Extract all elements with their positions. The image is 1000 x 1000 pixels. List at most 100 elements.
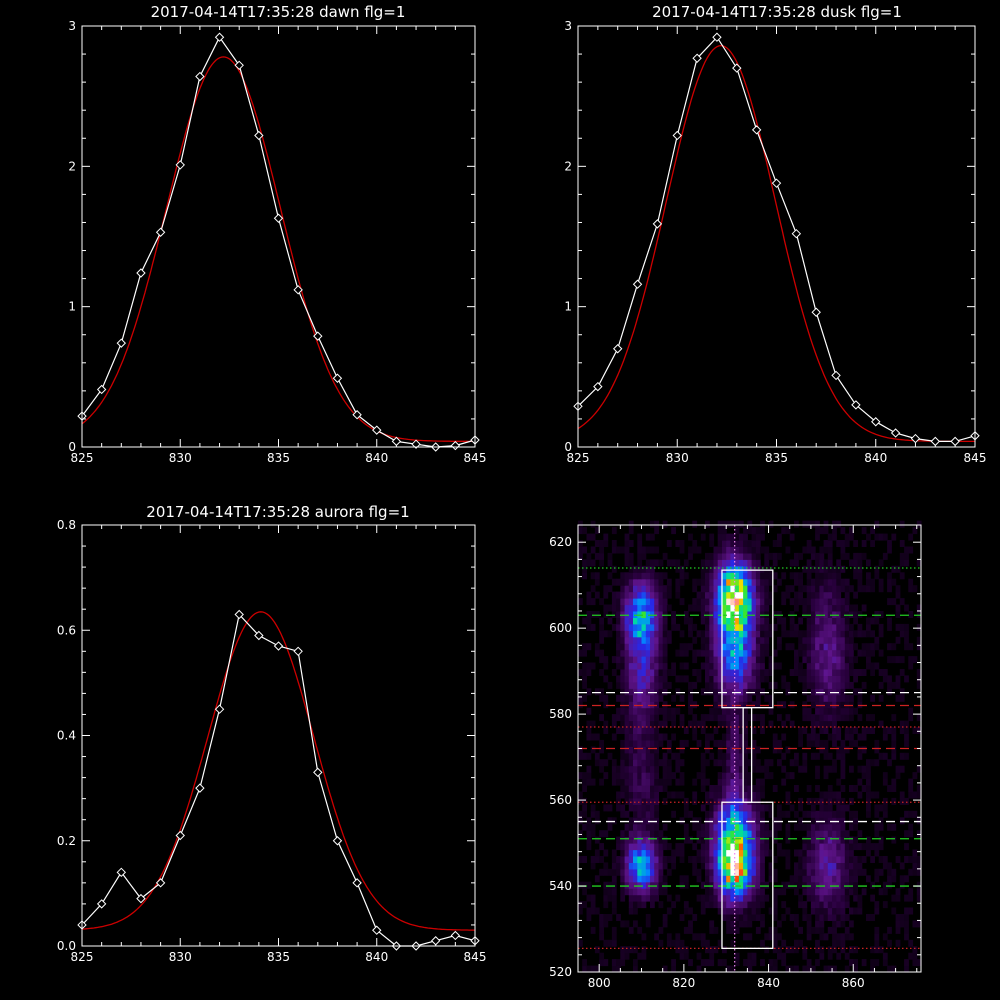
heatmap-cell: [827, 952, 833, 960]
heatmap-cell: [594, 849, 600, 857]
heatmap-cell: [679, 875, 685, 883]
heatmap-cell: [624, 649, 630, 657]
heatmap-cell: [747, 901, 753, 909]
heatmap-cell: [700, 643, 706, 651]
heatmap-cell: [832, 527, 837, 535]
heatmap-cell: [823, 797, 829, 805]
heatmap-cell: [789, 533, 795, 541]
heatmap-cell: [709, 791, 715, 799]
heatmap-cell: [645, 656, 651, 664]
heatmap-cell: [891, 797, 897, 805]
heatmap-cell: [836, 862, 842, 870]
heatmap-cell: [878, 611, 884, 618]
heatmap-cell: [768, 926, 774, 934]
heatmap-cell: [743, 881, 748, 889]
data-point: [116, 867, 127, 878]
heatmap-cell: [844, 656, 850, 664]
heatmap-cell: [755, 843, 761, 851]
heatmap-cell: [705, 643, 710, 651]
heatmap-cell: [650, 739, 655, 747]
heatmap-cell: [840, 746, 846, 754]
heatmap-cell: [637, 533, 643, 541]
heatmap-cell: [853, 630, 858, 638]
heatmap-cell: [916, 520, 922, 528]
heatmap-cell: [671, 720, 676, 728]
heatmap-cell: [620, 836, 626, 844]
heatmap-cell: [633, 797, 638, 805]
heatmap-cell: [726, 901, 731, 909]
heatmap-cell: [717, 636, 723, 644]
heatmap-cell: [620, 611, 626, 618]
heatmap-cell: [836, 791, 842, 799]
heatmap-cell: [633, 681, 638, 689]
heatmap-cell: [849, 836, 854, 844]
heatmap-cell: [747, 881, 753, 889]
heatmap-cell: [717, 527, 723, 535]
heatmap-cell: [578, 649, 583, 657]
heatmap-cell: [751, 856, 757, 863]
heatmap-cell: [611, 926, 617, 934]
heatmap-cell: [696, 578, 702, 586]
heatmap-cell: [819, 727, 825, 734]
heatmap-cell: [654, 888, 659, 896]
heatmap-cell: [866, 875, 871, 883]
heatmap-cell: [654, 849, 659, 857]
heatmap-cell: [895, 894, 901, 902]
heatmap-cell: [738, 714, 744, 722]
heatmap-cell: [904, 875, 909, 883]
data-point: [273, 213, 284, 223]
heatmap-cell: [688, 623, 693, 631]
heatmap-cell: [705, 636, 710, 644]
heatmap-cell: [806, 894, 812, 902]
heatmap-cell: [730, 778, 736, 786]
heatmap-cell: [679, 856, 685, 863]
heatmap-cell: [777, 540, 782, 547]
heatmap-cell: [599, 914, 604, 921]
heatmap-cell: [751, 914, 757, 921]
heatmap-cell: [899, 669, 905, 676]
heatmap-cell: [738, 591, 744, 599]
heatmap-cell: [772, 914, 778, 921]
heatmap-cell: [849, 707, 854, 715]
heatmap-cell: [916, 559, 922, 567]
heatmap-cell: [832, 630, 837, 638]
heatmap-cell: [671, 772, 676, 780]
heatmap-cell: [747, 636, 753, 644]
heatmap-cell: [772, 856, 778, 863]
heatmap-cell: [836, 952, 842, 960]
heatmap-cell: [607, 681, 613, 689]
heatmap-cell: [853, 559, 858, 567]
heatmap-cell: [764, 552, 770, 560]
heatmap-cell: [832, 881, 837, 889]
heatmap-cell: [599, 617, 604, 625]
heatmap-cell: [734, 959, 740, 967]
heatmap-cell: [662, 920, 668, 928]
heatmap-cell: [709, 617, 715, 625]
heatmap-cell: [849, 739, 854, 747]
heatmap-cell: [870, 727, 875, 734]
heatmap-cell: [717, 662, 723, 670]
heatmap-cell: [789, 598, 795, 606]
heatmap-cell: [641, 759, 647, 767]
heatmap-cell: [607, 559, 613, 567]
y-tick-label: 3: [564, 19, 572, 33]
heatmap-cell: [628, 797, 634, 805]
heatmap-cell: [705, 856, 710, 863]
heatmap-cell: [743, 759, 748, 767]
heatmap-cell: [823, 714, 829, 722]
heatmap-cell: [904, 830, 909, 838]
heatmap-cell: [823, 888, 829, 896]
heatmap-cell: [760, 688, 765, 696]
heatmap-cell: [628, 849, 634, 857]
heatmap-cell: [726, 791, 731, 799]
heatmap-cell: [878, 823, 884, 831]
heatmap-cell: [611, 894, 617, 902]
heatmap-cell: [620, 843, 626, 851]
heatmap-cell: [861, 785, 867, 792]
heatmap-cell: [734, 894, 740, 902]
heatmap-cell: [633, 836, 638, 844]
heatmap-cell: [692, 843, 698, 851]
heatmap-cell: [853, 727, 858, 734]
heatmap-cell: [760, 714, 765, 722]
heatmap-cell: [578, 520, 583, 528]
